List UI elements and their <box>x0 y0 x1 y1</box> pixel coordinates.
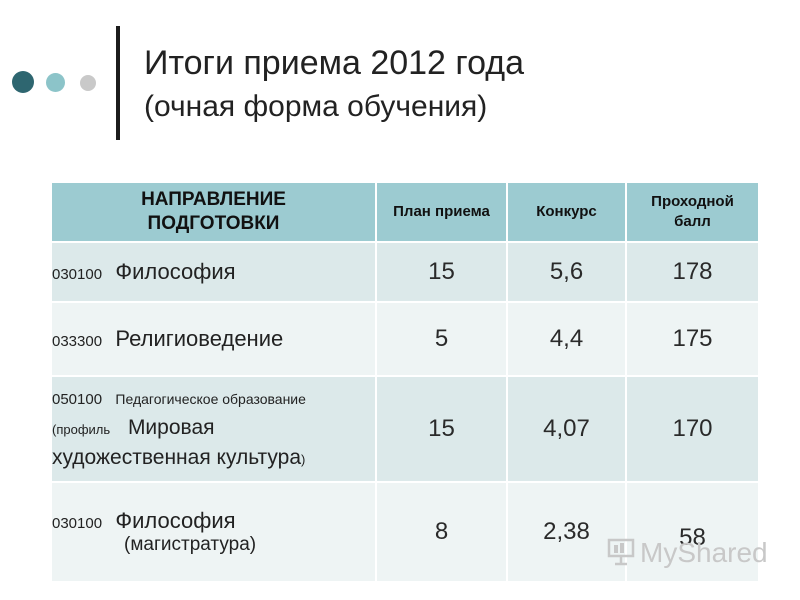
direction-cell: 050100 Педагогическое образование (профи… <box>50 375 377 483</box>
score-cell: 58 <box>625 481 760 583</box>
direction-name: Религиоведение <box>115 326 284 351</box>
direction-code: 030100 <box>52 266 103 283</box>
table-header-row: НАПРАВЛЕНИЕ ПОДГОТОВКИ План приема Конку… <box>50 181 760 243</box>
column-header-score: Проходной балл <box>625 181 760 243</box>
presentation-icon <box>607 538 635 566</box>
direction-name: Философия <box>115 508 236 533</box>
profile-name-line1: Мировая <box>127 415 215 439</box>
plan-cell: 15 <box>375 375 508 483</box>
table-row: 030100 Философия 15 5,6 178 <box>50 241 760 303</box>
column-header-plan: План приема <box>375 181 508 243</box>
admission-results-table: НАПРАВЛЕНИЕ ПОДГОТОВКИ План приема Конку… <box>50 181 760 583</box>
direction-code: 050100 <box>52 390 103 408</box>
competition-cell: 4,4 <box>506 301 627 377</box>
competition-cell: 4,07 <box>506 375 627 483</box>
decor-dot-gray <box>80 75 96 91</box>
table-row: 033300 Религиоведение 5 4,4 175 <box>50 301 760 377</box>
decor-dot-light <box>46 73 65 92</box>
direction-code: 033300 <box>52 333 103 350</box>
direction-name: Философия <box>115 259 236 284</box>
direction-cell: 033300 Религиоведение <box>50 301 377 377</box>
competition-cell: 5,6 <box>506 241 627 303</box>
plan-cell: 5 <box>375 301 508 377</box>
decor-dot-dark <box>12 71 34 93</box>
column-header-competition: Конкурс <box>506 181 627 243</box>
competition-cell: 2,38 <box>506 481 627 583</box>
score-cell: 170 <box>625 375 760 483</box>
profile-name-line2: художественная культура <box>52 445 302 469</box>
direction-cell: 030100 Философия <box>50 241 377 303</box>
profile-suffix: ) <box>301 451 306 467</box>
plan-cell: 15 <box>375 241 508 303</box>
score-cell: 178 <box>625 241 760 303</box>
slide-subtitle: (очная форма обучения) <box>144 90 488 123</box>
column-header-direction: НАПРАВЛЕНИЕ ПОДГОТОВКИ <box>50 181 377 243</box>
direction-note: (магистратура) <box>124 534 257 555</box>
direction-cell: 030100 Философия (магистратура) <box>50 481 377 583</box>
direction-name: Педагогическое образование <box>115 390 306 407</box>
profile-prefix: (профиль <box>52 421 111 437</box>
score-cell: 175 <box>625 301 760 377</box>
plan-cell: 8 <box>375 481 508 583</box>
slide-title: Итоги приема 2012 года <box>144 44 524 82</box>
watermark: MyShared <box>606 536 768 569</box>
title-divider <box>116 26 120 140</box>
direction-code: 030100 <box>52 515 103 532</box>
table-row: 030100 Философия (магистратура) 8 2,38 5… <box>50 481 760 583</box>
table-row: 050100 Педагогическое образование (профи… <box>50 375 760 483</box>
watermark-text: MyShared <box>640 537 768 568</box>
